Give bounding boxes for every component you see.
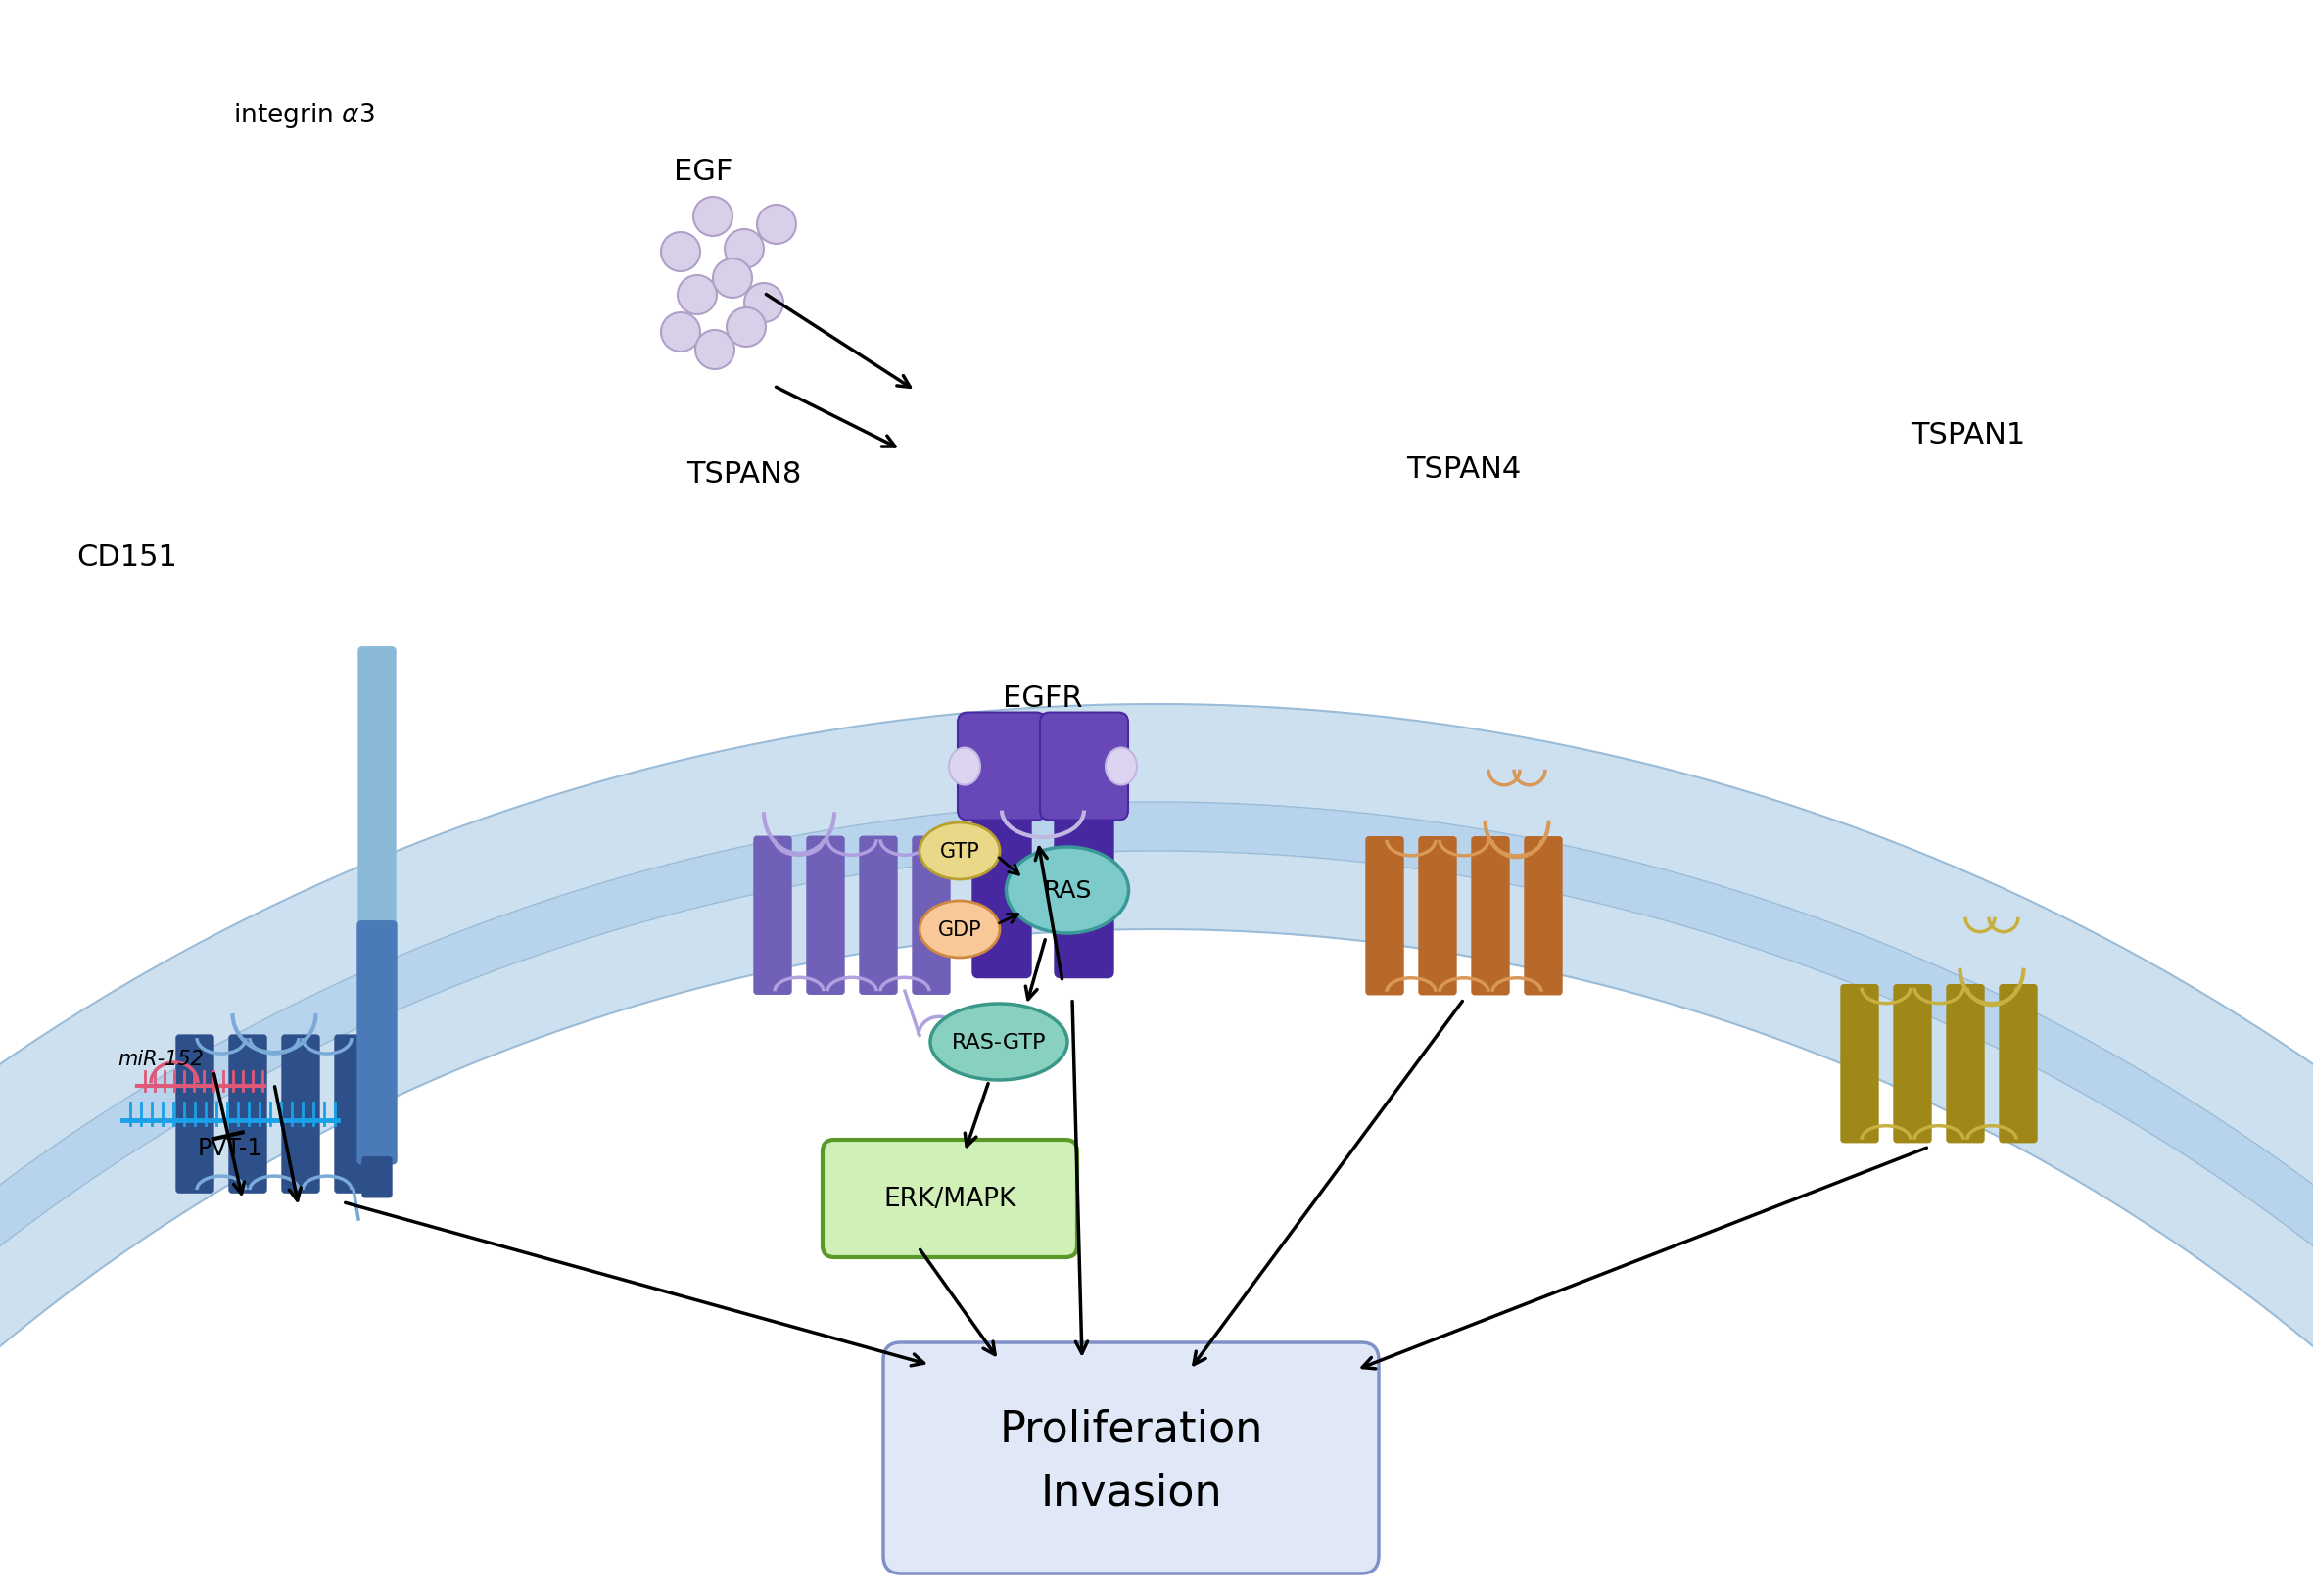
Circle shape	[745, 284, 784, 322]
Text: Proliferation: Proliferation	[999, 1408, 1263, 1449]
FancyBboxPatch shape	[229, 1036, 266, 1192]
FancyBboxPatch shape	[359, 648, 396, 969]
Text: Invasion: Invasion	[1041, 1472, 1221, 1513]
FancyBboxPatch shape	[176, 1036, 213, 1192]
Ellipse shape	[930, 1004, 1066, 1080]
Text: ERK/MAPK: ERK/MAPK	[884, 1186, 1015, 1211]
FancyBboxPatch shape	[1841, 985, 1878, 1143]
Text: TSPAN8: TSPAN8	[687, 460, 803, 488]
Circle shape	[756, 206, 796, 244]
Text: GTP: GTP	[939, 841, 981, 862]
FancyBboxPatch shape	[359, 921, 396, 1163]
FancyBboxPatch shape	[335, 1036, 372, 1192]
FancyBboxPatch shape	[754, 836, 791, 994]
Ellipse shape	[1106, 749, 1138, 785]
Circle shape	[662, 233, 701, 271]
Ellipse shape	[921, 824, 999, 879]
FancyBboxPatch shape	[1524, 838, 1561, 994]
FancyBboxPatch shape	[860, 836, 897, 994]
Text: CD151: CD151	[76, 544, 178, 571]
FancyBboxPatch shape	[1948, 985, 1985, 1143]
Circle shape	[662, 313, 701, 353]
FancyBboxPatch shape	[363, 1157, 391, 1197]
FancyBboxPatch shape	[958, 713, 1045, 820]
FancyBboxPatch shape	[1055, 804, 1113, 978]
Text: EGFR: EGFR	[1004, 685, 1082, 712]
Ellipse shape	[1006, 847, 1129, 934]
Polygon shape	[0, 704, 2313, 1596]
Ellipse shape	[948, 749, 981, 785]
Text: GDP: GDP	[937, 919, 981, 940]
FancyBboxPatch shape	[1041, 713, 1129, 820]
Text: PVT-1: PVT-1	[197, 1136, 264, 1160]
Circle shape	[694, 198, 733, 236]
Text: RAS-GTP: RAS-GTP	[951, 1033, 1045, 1052]
FancyBboxPatch shape	[1894, 985, 1931, 1143]
Text: TSPAN4: TSPAN4	[1406, 455, 1522, 484]
Circle shape	[726, 308, 766, 348]
Text: integrin $\alpha$3: integrin $\alpha$3	[234, 101, 375, 131]
FancyBboxPatch shape	[884, 1342, 1379, 1574]
FancyBboxPatch shape	[2001, 985, 2038, 1143]
FancyBboxPatch shape	[807, 836, 844, 994]
Ellipse shape	[921, 902, 999, 958]
Text: TSPAN1: TSPAN1	[1911, 421, 2026, 450]
FancyBboxPatch shape	[282, 1036, 319, 1192]
FancyBboxPatch shape	[1418, 838, 1457, 994]
FancyBboxPatch shape	[823, 1140, 1078, 1258]
Circle shape	[696, 330, 736, 370]
Polygon shape	[0, 851, 2313, 1596]
Text: EGF: EGF	[673, 156, 733, 185]
Text: miR-152: miR-152	[118, 1049, 204, 1069]
Text: RAS: RAS	[1043, 879, 1092, 902]
Polygon shape	[0, 803, 2313, 1596]
Circle shape	[724, 230, 763, 270]
Circle shape	[678, 276, 717, 314]
FancyBboxPatch shape	[914, 836, 951, 994]
FancyBboxPatch shape	[1367, 838, 1404, 994]
FancyBboxPatch shape	[971, 804, 1032, 978]
FancyBboxPatch shape	[1471, 838, 1508, 994]
Circle shape	[712, 259, 752, 298]
